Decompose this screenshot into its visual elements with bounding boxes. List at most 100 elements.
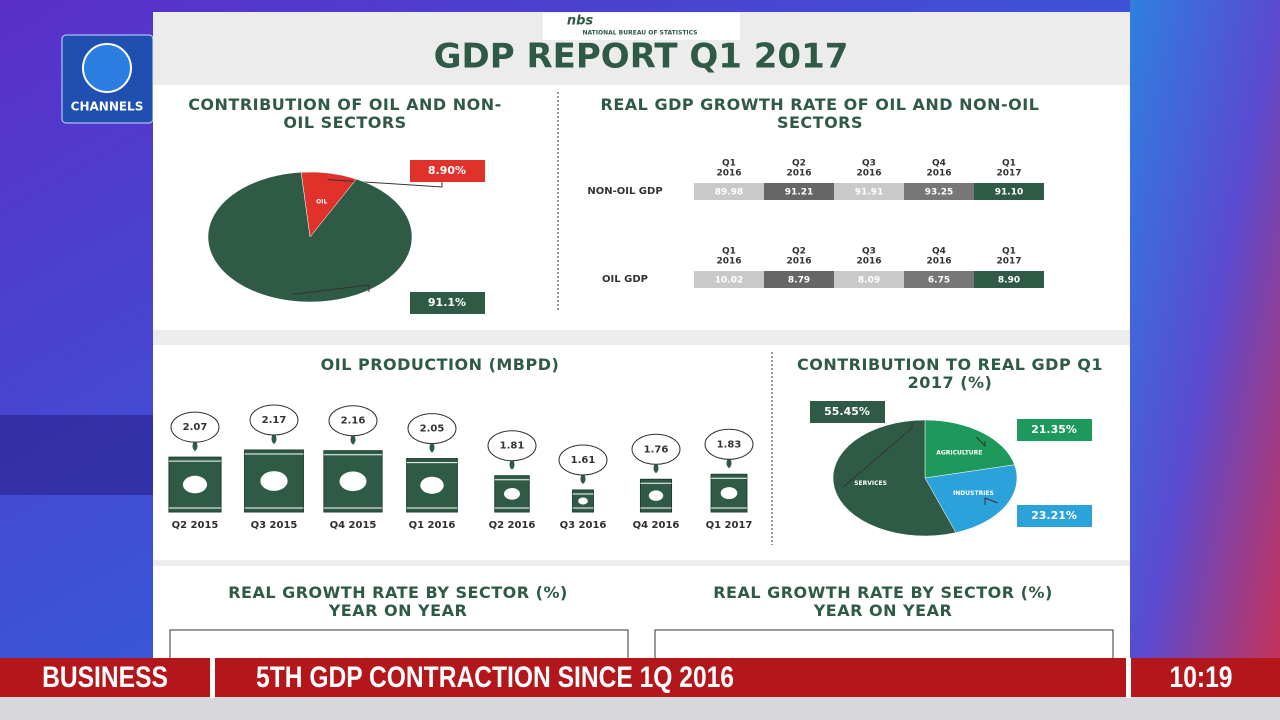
bubble — [170, 411, 220, 443]
x-tick-label: Q4 2016 — [633, 520, 680, 531]
barrel-drop-icon — [260, 471, 288, 491]
cell-value: 8.09 — [858, 276, 880, 286]
cell-value: 8.90 — [998, 276, 1020, 286]
pie-slice — [924, 464, 1018, 533]
column-year: 2017 — [996, 257, 1021, 267]
value-label: 1.61 — [571, 455, 596, 466]
report-title: GDP REPORT Q1 2017 — [434, 37, 849, 77]
table-cell — [764, 183, 834, 200]
barrel-drop-icon — [420, 476, 444, 494]
column-quarter: Q2 — [792, 159, 806, 169]
background-band — [0, 415, 153, 495]
slice-label: AGRICULTURE — [936, 450, 982, 457]
callout-box — [810, 401, 885, 423]
barrel-drop-icon — [578, 497, 588, 505]
ticker-sep — [210, 658, 215, 698]
column-quarter: Q1 — [1002, 247, 1016, 257]
slice-label: SERVICES — [854, 480, 887, 487]
pie-slice — [207, 171, 413, 303]
bubble — [407, 413, 457, 445]
bubble — [631, 433, 681, 465]
value-label: 1.83 — [717, 439, 742, 450]
barrel-drop-icon — [504, 488, 520, 500]
cell-value: 93.25 — [925, 188, 953, 198]
row-label: OIL GDP — [602, 274, 648, 285]
callout-box — [410, 160, 485, 182]
pie-slice — [832, 419, 957, 537]
table-cell — [764, 271, 834, 288]
x-tick-label: Q2 2016 — [489, 520, 536, 531]
table-cell — [974, 271, 1044, 288]
table-cell — [974, 183, 1044, 200]
bubble — [487, 430, 537, 462]
cell-value: 89.98 — [715, 188, 743, 198]
bubble — [704, 428, 754, 460]
column-year: 2016 — [716, 169, 741, 179]
x-tick-label: Q1 2017 — [706, 520, 753, 531]
logo-globe — [82, 43, 132, 93]
cell-value: 6.75 — [928, 276, 950, 286]
column-quarter: Q4 — [932, 159, 946, 169]
chart-title: REAL GDP GROWTH RATE OF OIL AND NON-OIL … — [600, 95, 1040, 132]
value-label: 55.45% — [824, 405, 870, 418]
value-label: 2.17 — [262, 415, 287, 426]
table-cell — [904, 271, 974, 288]
barrel-drop-icon — [720, 487, 738, 500]
source-name: NATIONAL BUREAU OF STATISTICS — [582, 30, 697, 37]
bubble — [328, 405, 378, 437]
column-year: 2016 — [926, 169, 951, 179]
callout-line — [984, 497, 998, 505]
section-title: REAL GROWTH RATE BY SECTOR (%) YEAR ON Y… — [228, 583, 568, 620]
value-label: 2.16 — [341, 416, 366, 427]
column-year: 2017 — [996, 169, 1021, 179]
value-label: 21.35% — [1031, 423, 1077, 436]
table-cell — [834, 271, 904, 288]
callout-box — [1017, 505, 1092, 527]
ticker-section: BUSINESS — [42, 661, 168, 694]
ticker-time: 10:19 — [1169, 661, 1233, 694]
callout-line — [327, 179, 443, 188]
cell-value: 10.02 — [715, 276, 743, 286]
cell-value: 8.79 — [788, 276, 810, 286]
bubble — [249, 404, 299, 436]
ticker-strip — [0, 697, 1280, 720]
column-year: 2016 — [716, 257, 741, 267]
column-year: 2016 — [856, 257, 881, 267]
source-logo: nbs — [567, 14, 594, 29]
chart-title: OIL PRODUCTION (MBPD) — [320, 355, 560, 374]
column-quarter: Q4 — [932, 247, 946, 257]
ticker-headline: 5TH GDP CONTRACTION SINCE 1Q 2016 — [256, 661, 734, 694]
column-quarter: Q1 — [722, 159, 736, 169]
column-quarter: Q3 — [862, 159, 876, 169]
x-tick-label: Q3 2016 — [560, 520, 607, 531]
table-cell — [694, 183, 764, 200]
column-quarter: Q2 — [792, 247, 806, 257]
barrel-drop-icon — [182, 475, 208, 494]
value-label: 2.05 — [420, 424, 445, 435]
value-label: 8.90% — [428, 164, 466, 177]
source-logo-box — [543, 13, 740, 40]
chart-title: CONTRIBUTION OF OIL AND NON-OIL SECTORS — [188, 95, 502, 132]
barrel-drop-icon — [339, 471, 367, 492]
pie-slice — [924, 419, 1015, 479]
column-quarter: Q1 — [1002, 159, 1016, 169]
column-quarter: Q1 — [722, 247, 736, 257]
callout-box — [1017, 419, 1092, 441]
column-year: 2016 — [786, 257, 811, 267]
x-tick-label: Q1 2016 — [409, 520, 456, 531]
section-title: REAL GROWTH RATE BY SECTOR (%) YEAR ON Y… — [713, 583, 1053, 620]
table-cell — [694, 271, 764, 288]
column-year: 2016 — [856, 169, 881, 179]
x-tick-label: Q4 2015 — [330, 520, 377, 531]
ticker-sep — [1126, 658, 1131, 698]
table-cell — [904, 183, 974, 200]
bubble — [558, 444, 608, 476]
column-year: 2016 — [786, 169, 811, 179]
value-label: 23.21% — [1031, 509, 1077, 522]
channel-name: CHANNELS — [71, 100, 144, 114]
x-tick-label: Q3 2015 — [251, 520, 298, 531]
column-quarter: Q3 — [862, 247, 876, 257]
cell-value: 91.91 — [855, 188, 883, 198]
value-label: 1.81 — [500, 441, 525, 452]
